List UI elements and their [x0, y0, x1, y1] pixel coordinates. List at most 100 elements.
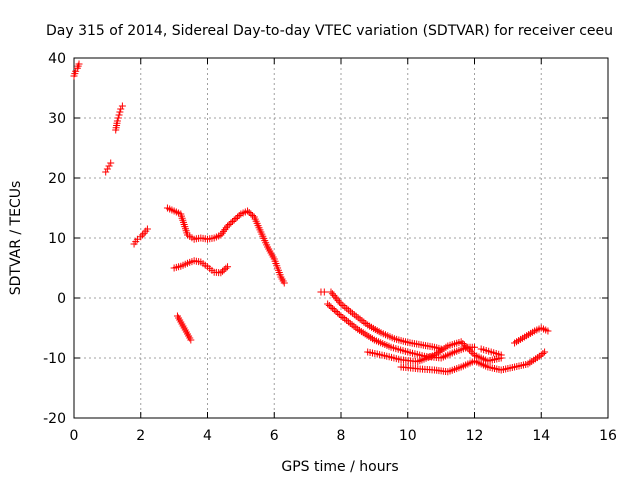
data-point — [225, 221, 233, 228]
x-tick-label: 16 — [599, 428, 617, 444]
data-point — [137, 233, 145, 241]
data-point — [187, 336, 195, 344]
data-point — [336, 298, 344, 306]
data-point — [230, 216, 238, 224]
data-point — [469, 349, 477, 357]
y-tick-label: 0 — [57, 291, 66, 307]
x-axis-label: GPS time / hours — [281, 459, 398, 475]
data-point — [327, 288, 335, 296]
data-point — [348, 309, 356, 317]
series-seg9 — [327, 288, 445, 353]
data-point — [335, 311, 343, 318]
series-seg7 — [173, 312, 195, 344]
series-seg5 — [163, 204, 288, 287]
y-tick-label: 40 — [48, 51, 66, 67]
data-marks — [70, 60, 552, 376]
data-point — [143, 225, 151, 233]
series-seg13 — [477, 345, 505, 359]
data-point — [464, 344, 472, 352]
y-tick-label: -10 — [43, 351, 66, 367]
chart-title: Day 315 of 2014, Sidereal Day-to-day VTE… — [46, 23, 613, 39]
data-point — [497, 351, 505, 359]
data-point — [347, 308, 355, 316]
data-point — [462, 343, 470, 351]
data-point — [244, 207, 252, 215]
data-point — [343, 305, 351, 313]
data-point — [218, 229, 226, 237]
data-point — [341, 303, 349, 311]
data-point — [220, 266, 228, 274]
data-point — [222, 224, 230, 232]
data-point — [460, 341, 468, 349]
grid-layer — [74, 58, 608, 418]
data-point — [217, 269, 225, 277]
data-point — [537, 351, 545, 359]
series-seg4 — [130, 225, 151, 248]
data-point — [138, 231, 146, 239]
data-point — [280, 279, 288, 287]
data-point — [334, 297, 342, 305]
data-point — [330, 291, 338, 299]
tick-layer: 0 2 4 6 8 10 12 14 16 -20 -10 0 10 20 30 40 — [43, 51, 617, 444]
y-tick-label: 30 — [48, 111, 66, 127]
data-point — [330, 306, 338, 314]
series-seg2 — [112, 102, 126, 134]
y-tick-label: 10 — [48, 231, 66, 247]
data-point — [339, 302, 347, 310]
series-seg6 — [170, 257, 232, 277]
data-point — [116, 108, 124, 116]
x-tick-label: 10 — [399, 428, 417, 444]
data-point — [219, 267, 227, 275]
data-point — [102, 168, 110, 176]
data-point — [457, 338, 465, 346]
data-point — [345, 306, 353, 314]
data-point — [332, 308, 340, 315]
x-tick-label: 14 — [532, 428, 550, 444]
data-point — [217, 231, 225, 239]
x-tick-label: 6 — [270, 428, 279, 444]
data-point — [328, 290, 336, 298]
data-point — [320, 288, 328, 296]
data-point — [329, 305, 337, 312]
data-point — [114, 114, 122, 122]
data-point — [105, 162, 113, 170]
data-point — [118, 102, 126, 110]
x-tick-label: 12 — [466, 428, 484, 444]
data-point — [544, 327, 552, 335]
data-point — [220, 227, 228, 235]
data-point — [334, 309, 342, 317]
data-point — [234, 213, 242, 221]
data-point — [103, 165, 111, 173]
y-tick-label: -20 — [43, 411, 66, 427]
data-point — [325, 302, 333, 309]
data-point — [459, 339, 467, 347]
data-point — [72, 67, 80, 75]
series-seg8 — [317, 288, 328, 296]
data-point — [465, 346, 473, 354]
data-point — [467, 348, 475, 356]
series-seg11 — [364, 338, 505, 366]
data-point — [247, 210, 255, 218]
x-tick-label: 8 — [337, 428, 346, 444]
data-point — [117, 105, 125, 113]
data-point — [221, 226, 229, 234]
y-tick-label: 20 — [48, 171, 66, 187]
data-point — [222, 264, 230, 272]
data-point — [541, 348, 549, 356]
data-point — [227, 219, 235, 227]
x-tick-label: 2 — [136, 428, 145, 444]
data-point — [327, 303, 335, 311]
data-point — [539, 350, 547, 357]
data-point — [232, 215, 240, 222]
data-point — [224, 263, 232, 271]
series-seg12 — [397, 348, 549, 376]
data-point — [331, 293, 339, 301]
series-seg3 — [102, 159, 115, 176]
data-point — [235, 212, 243, 219]
data-point — [324, 300, 332, 308]
data-point — [229, 218, 237, 225]
data-point — [471, 343, 478, 351]
series-seg1 — [70, 60, 83, 80]
data-point — [75, 60, 83, 68]
